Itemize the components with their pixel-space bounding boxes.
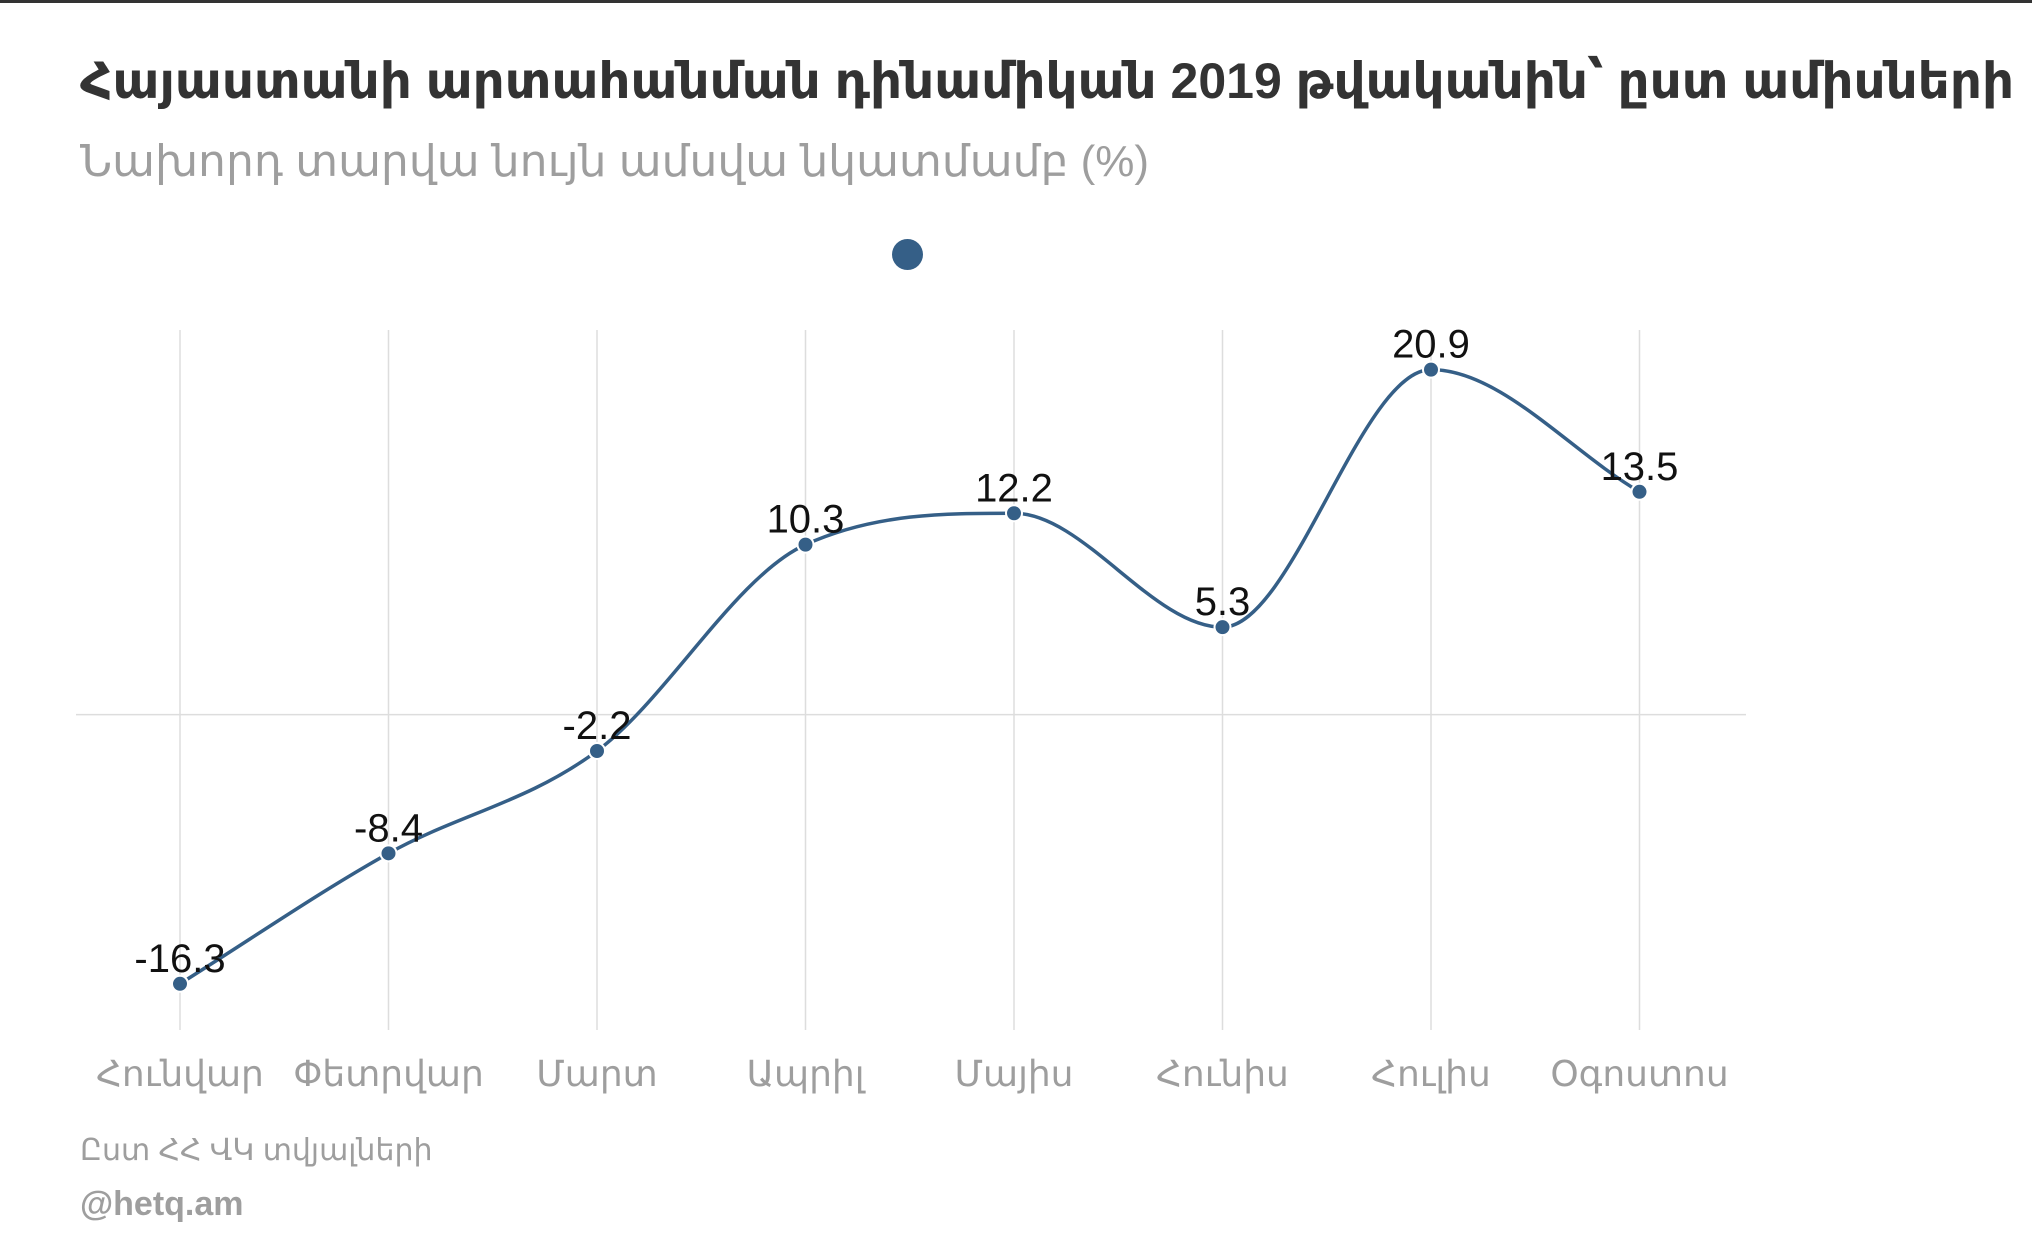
data-point-4	[796, 535, 815, 554]
x-tick-label-3: Մարտ	[536, 1053, 657, 1094]
data-label-4: 10.3	[767, 498, 845, 542]
x-tick-label-5: Մայիս	[955, 1053, 1074, 1094]
legend-marker	[892, 239, 923, 270]
x-tick-label-4: Ապրիլ	[746, 1053, 865, 1094]
data-label-7: 20.9	[1392, 323, 1470, 367]
data-label-8: 13.5	[1601, 445, 1679, 489]
x-tick-label-8: Օգոստոս	[1550, 1053, 1728, 1094]
credit-link[interactable]: @hetq.am	[80, 1185, 244, 1223]
x-tick-label-1: Հունվար	[96, 1053, 264, 1094]
data-label-1: -16.3	[134, 937, 225, 981]
data-point-3	[588, 741, 606, 760]
source-note: Ըստ ՀՀ ՎԿ տվյալների	[80, 1134, 433, 1167]
data-label-5: 12.2	[975, 466, 1053, 510]
chart-subtitle: Նախորդ տարվա նույն ամսվա նկատմամբ (%)	[80, 137, 1149, 186]
x-tick-label-7: Հուլիս	[1371, 1053, 1491, 1094]
x-tick-label-2: Փետրվար	[293, 1053, 484, 1094]
series-line	[179, 367, 1641, 986]
data-label-3: -2.2	[563, 704, 632, 748]
data-point-8	[1630, 482, 1649, 501]
data-point-1	[171, 974, 189, 993]
data-label-6: 5.3	[1195, 580, 1251, 624]
data-point-5	[1005, 504, 1023, 523]
data-point-2	[379, 844, 398, 863]
data-label-2: -8.4	[354, 806, 423, 850]
data-point-7	[1422, 360, 1440, 379]
chart-title: Հայաստանի արտահանման դինամիկան 2019 թվակ…	[80, 53, 2015, 109]
top-rule	[0, 0, 2032, 3]
data-point-6	[1213, 618, 1232, 637]
x-tick-label-6: Հունիս	[1156, 1053, 1289, 1094]
